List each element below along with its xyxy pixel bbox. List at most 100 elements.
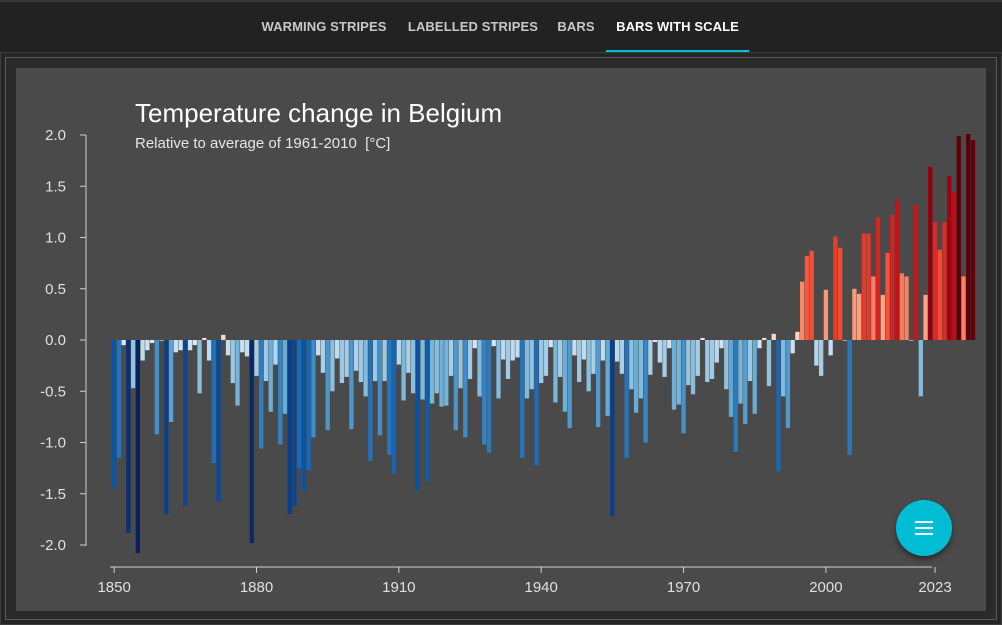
bar-1980 (728, 340, 734, 417)
bar-1925 (467, 340, 473, 379)
bar-1876 (235, 340, 240, 406)
bar-2002 (833, 236, 838, 340)
bar-1938 (529, 340, 534, 390)
bar-1946 (567, 340, 572, 429)
bar-1987 (762, 337, 767, 340)
bar-1901 (354, 340, 359, 371)
x-tick-label: 1880 (240, 579, 273, 596)
bar-1852 (121, 340, 126, 346)
chart-panel: 2.0 1.5 1.0 0.5 0.0 -0.5 -1.0 -1.5 -2.0 1850 1880… (5, 57, 997, 620)
bar-1975 (705, 340, 710, 383)
bar-1894 (320, 340, 326, 373)
bar-2026 (947, 176, 952, 340)
bar-1919 (439, 340, 444, 407)
bar-1970 (681, 340, 686, 434)
tab-warming-stripes[interactable]: WARMING STRIPES (261, 19, 387, 34)
bar-1989 (771, 333, 776, 340)
bar-1998 (814, 340, 819, 366)
bar-1891 (306, 340, 311, 471)
bar-2019 (913, 204, 919, 340)
bar-2018 (909, 340, 914, 341)
bar-1916 (425, 340, 430, 482)
x-tick-label: 1850 (97, 579, 130, 596)
bar-1985 (752, 340, 757, 414)
bar-1969 (676, 340, 681, 405)
bar-2003 (837, 247, 843, 340)
bar-1906 (377, 340, 383, 436)
tab-labelled-stripes[interactable]: LABELLED STRIPES (407, 19, 539, 34)
bar-2012 (880, 294, 885, 340)
bar-1971 (686, 340, 691, 386)
tab-bars[interactable]: BARS (557, 19, 595, 34)
tab-bars-with-scale[interactable]: BARS WITH SCALE (606, 2, 749, 52)
bar-1898 (339, 340, 345, 384)
bar-1866 (187, 340, 193, 351)
x-ticks-group: 1850 1880 1910 1940 1970 2000 2023 (97, 567, 952, 596)
bar-1949 (581, 340, 587, 360)
bar-1869 (202, 337, 207, 340)
bar-2027 (951, 192, 957, 340)
bar-1922 (453, 340, 458, 431)
bar-2022 (928, 166, 933, 340)
bar-1879 (249, 340, 254, 543)
bar-1933 (505, 340, 511, 379)
bar-1994 (795, 331, 800, 340)
bar-1997 (809, 250, 814, 340)
bar-2030 (966, 133, 971, 340)
bar-1958 (624, 340, 629, 458)
bar-1857 (145, 340, 150, 351)
bar-1937 (524, 340, 530, 399)
bar-1868 (197, 340, 202, 394)
bar-1915 (420, 340, 425, 400)
bar-1965 (657, 340, 662, 363)
bar-1977 (714, 340, 719, 363)
bar-1877 (240, 340, 245, 353)
bar-1988 (766, 340, 772, 387)
bar-1892 (311, 340, 316, 438)
y-ticks-group: 2.0 1.5 1.0 0.5 0.0 -0.5 -1.0 -1.5 -2.0 (40, 127, 86, 554)
bar-1910 (396, 340, 401, 365)
y-tick-label: 0.0 (45, 332, 66, 349)
bar-2009 (866, 233, 871, 340)
y-tick-label: -1.0 (40, 435, 66, 452)
bars-group (112, 133, 976, 554)
bar-1874 (225, 340, 231, 356)
bar-1986 (757, 340, 762, 349)
bar-1957 (619, 340, 625, 374)
bar-2020 (918, 340, 923, 397)
bar-1940 (539, 340, 544, 384)
bar-1931 (496, 340, 501, 399)
bar-1904 (368, 340, 373, 461)
bar-1873 (221, 334, 226, 341)
bar-1956 (614, 340, 620, 362)
bar-1962 (643, 340, 648, 443)
bar-1964 (652, 340, 658, 343)
x-tick-label: 2023 (918, 579, 951, 596)
bar-1884 (273, 340, 278, 365)
bar-1871 (211, 340, 216, 463)
bar-1973 (695, 340, 700, 376)
bar-1959 (629, 340, 634, 390)
bar-1982 (738, 340, 743, 404)
menu-button[interactable] (896, 500, 952, 556)
bar-2025 (942, 222, 947, 341)
bar-1881 (259, 340, 264, 449)
bar-1889 (297, 340, 302, 469)
bar-2008 (861, 233, 867, 340)
y-tick-label: 0.5 (45, 281, 66, 298)
bar-1978 (719, 340, 724, 349)
bar-1861 (164, 340, 169, 515)
bar-1927 (477, 340, 482, 397)
bar-2010 (871, 276, 876, 340)
x-tick-label: 2000 (809, 579, 842, 596)
bar-1942 (548, 340, 553, 348)
bar-1952 (595, 340, 601, 428)
bar-1920 (444, 340, 449, 406)
bar-1856 (140, 340, 145, 361)
bar-1862 (168, 340, 174, 422)
bar-1885 (278, 340, 283, 445)
bar-1945 (562, 340, 568, 412)
bar-1867 (192, 340, 197, 346)
bar-2029 (961, 276, 966, 340)
y-tick-label: 1.5 (45, 178, 66, 195)
